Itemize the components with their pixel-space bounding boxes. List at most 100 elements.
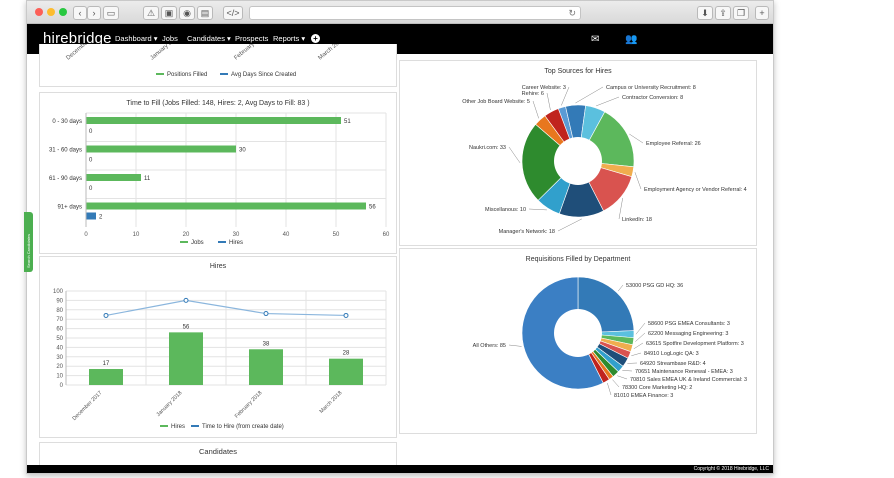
leader-line: [607, 382, 612, 396]
bar-jobs: [86, 202, 366, 210]
slice-label: Rehire: 6: [522, 91, 544, 97]
slice-label: Employment Agency or Vendor Referral: 4: [644, 187, 747, 193]
time-to-fill-panel: Time to Fill (Jobs Filled: 148, Hires: 2…: [39, 92, 397, 254]
dashboard-content: December 2017 January 2018 February 2018…: [27, 29, 773, 473]
data-label-hires: 2: [99, 215, 103, 221]
bar-jobs: [86, 117, 341, 124]
maximize-window-button[interactable]: [59, 8, 67, 16]
users-icon[interactable]: 👥: [625, 34, 638, 45]
x-tick-label: December 2017: [65, 44, 102, 62]
bar-hires: [86, 212, 96, 220]
leader-line: [631, 352, 642, 357]
requisitions-chart: Requisitions Filled by Department 53000 P…: [473, 256, 747, 399]
nav-dashboard[interactable]: Dashboard ▾: [115, 34, 158, 43]
copyright-text: Copyright © 2018 Hirebridge, LLC: [693, 466, 769, 472]
legend-positions-filled: Positions Filled: [167, 72, 207, 78]
bar-hires: [89, 369, 123, 385]
leader-line: [532, 100, 539, 119]
share-icon[interactable]: ⇪: [715, 6, 731, 20]
slice-label: 70810 Sales EMEA UK & Ireland Commercial…: [630, 377, 747, 383]
sidebar-toggle-icon[interactable]: ▭: [103, 6, 119, 20]
leader-line: [546, 92, 551, 111]
data-label-hires: 0: [89, 186, 93, 192]
y-tick-label: 90: [56, 298, 63, 304]
search-candidates-label: Search Candidates: [26, 233, 31, 268]
y-tick-label: 20: [56, 364, 63, 370]
y-tick-label: 60: [56, 327, 63, 333]
y-tick-label: 50: [56, 336, 63, 342]
y-category-label: 0 - 30 days: [52, 119, 82, 125]
legend-swatch-hires: [218, 241, 226, 243]
data-label-hires: 28: [343, 351, 350, 357]
nav-candidates[interactable]: Candidates ▾: [187, 34, 231, 43]
leader-line: [561, 86, 570, 106]
y-tick-label: 10: [56, 374, 63, 380]
time-to-hire-point: [103, 312, 109, 318]
slice-label: Contractor Conversion: 8: [622, 95, 683, 101]
x-tick-label: December 2017: [71, 390, 103, 422]
x-tick-label: 50: [333, 232, 340, 238]
envelope-icon[interactable]: ✉: [591, 34, 600, 45]
hirebridge-logo[interactable]: hirebridge: [43, 30, 112, 47]
close-window-button[interactable]: [35, 8, 43, 16]
legend-jobs: Jobs: [191, 240, 204, 246]
time-to-fill-chart: Time to Fill (Jobs Filled: 148, Hires: 2…: [49, 100, 390, 246]
x-tick-label: 30: [233, 232, 240, 238]
slice-label: Career Website: 3: [522, 85, 566, 91]
leader-line: [528, 208, 547, 211]
address-bar[interactable]: ↻: [249, 6, 581, 20]
x-tick-label: February 2018: [234, 390, 264, 420]
slice-label: 70651 Maintenance Renewal - EMEA: 3: [635, 369, 733, 375]
code-icon[interactable]: </>: [223, 6, 243, 20]
back-button[interactable]: ‹: [73, 6, 87, 20]
slice-label: 53000 PSG GD HQ: 36: [626, 283, 683, 289]
time-to-hire-line: [105, 299, 347, 317]
top-sources-chart: Top Sources for Hires Career Website: 3 Ca…: [462, 68, 747, 235]
pie-slice: [521, 123, 579, 201]
slice-label: 84910 LogLogic QA: 3: [644, 351, 699, 357]
add-new-icon[interactable]: +: [311, 34, 320, 43]
shield-icon[interactable]: ◉: [179, 6, 195, 20]
legend-swatch-avgdays: [220, 73, 228, 75]
data-label-hires: 0: [89, 158, 93, 164]
x-tick-label: 60: [383, 232, 390, 238]
data-label-jobs: 11: [144, 176, 151, 182]
time-to-hire-point: [183, 297, 189, 303]
leader-line: [622, 370, 633, 372]
positions-filled-chart-remainder: December 2017 January 2018 February 2018…: [65, 29, 346, 78]
legend-avg-days: Avg Days Since Created: [231, 72, 296, 78]
bar-hires: [169, 332, 203, 385]
extension-icon[interactable]: ▣: [161, 6, 177, 20]
chart-title: Requisitions Filled by Department: [526, 256, 631, 263]
y-tick-label: 70: [56, 317, 63, 323]
warning-icon[interactable]: ⚠: [143, 6, 159, 20]
tabs-icon[interactable]: ❐: [733, 6, 749, 20]
nav-jobs[interactable]: Jobs: [162, 34, 178, 43]
slice-label: Other Job Board Website: 5: [462, 99, 530, 105]
leader-line: [508, 146, 521, 164]
reload-icon[interactable]: ↻: [568, 8, 576, 18]
x-tick-label: 20: [183, 232, 190, 238]
minimize-window-button[interactable]: [47, 8, 55, 16]
legend-swatch-hires: [160, 425, 168, 427]
leader-line: [629, 133, 644, 144]
download-icon[interactable]: ⬇: [697, 6, 713, 20]
x-tick-label: 10: [133, 232, 140, 238]
search-candidates-tab[interactable]: Search Candidates: [24, 212, 33, 272]
leader-line: [575, 86, 604, 104]
leader-line: [612, 379, 620, 388]
hires-panel: Hires 0 10 20 30 40 50 60 70 80 90 100 17 December 20…: [39, 256, 397, 438]
bar-jobs: [86, 145, 236, 153]
leader-line: [634, 172, 642, 190]
slice-label: Naukri.com: 33: [469, 145, 506, 151]
forward-button[interactable]: ›: [87, 6, 101, 20]
nav-reports[interactable]: Reports ▾: [273, 34, 306, 43]
browser-toolbar: ‹ › ▭ ⚠ ▣ ◉ ▤ </> ↻ ⬇ ⇪ ❐ +: [27, 1, 773, 24]
add-tab-icon[interactable]: +: [755, 6, 769, 20]
y-tick-label: 80: [56, 308, 63, 314]
y-tick-label: 40: [56, 345, 63, 351]
nav-prospects[interactable]: Prospects: [235, 34, 269, 43]
slice-label: 58600 PSG EMEA Consultants: 3: [648, 321, 730, 327]
document-icon[interactable]: ▤: [197, 6, 213, 20]
y-category-label: 31 - 60 days: [49, 148, 82, 154]
